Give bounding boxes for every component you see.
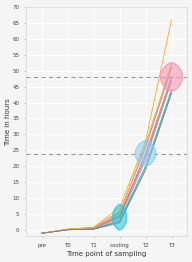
Polygon shape bbox=[113, 205, 127, 230]
Polygon shape bbox=[135, 141, 156, 166]
X-axis label: Time point of sampling: Time point of sampling bbox=[67, 251, 147, 257]
Y-axis label: Time in hours: Time in hours bbox=[5, 98, 11, 145]
Polygon shape bbox=[161, 63, 183, 91]
